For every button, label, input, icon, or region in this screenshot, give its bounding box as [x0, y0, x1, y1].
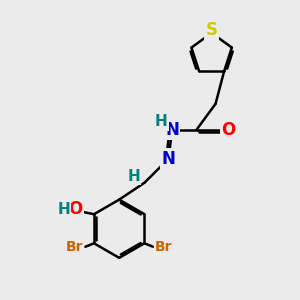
Text: O: O [68, 200, 82, 218]
Text: N: N [162, 150, 176, 168]
Text: Br: Br [66, 240, 83, 254]
Text: O: O [221, 121, 236, 139]
Text: H: H [155, 115, 167, 130]
Text: H: H [58, 202, 70, 217]
Text: Br: Br [155, 240, 173, 254]
Text: S: S [206, 21, 218, 39]
Text: H: H [127, 169, 140, 184]
Text: N: N [165, 121, 179, 139]
